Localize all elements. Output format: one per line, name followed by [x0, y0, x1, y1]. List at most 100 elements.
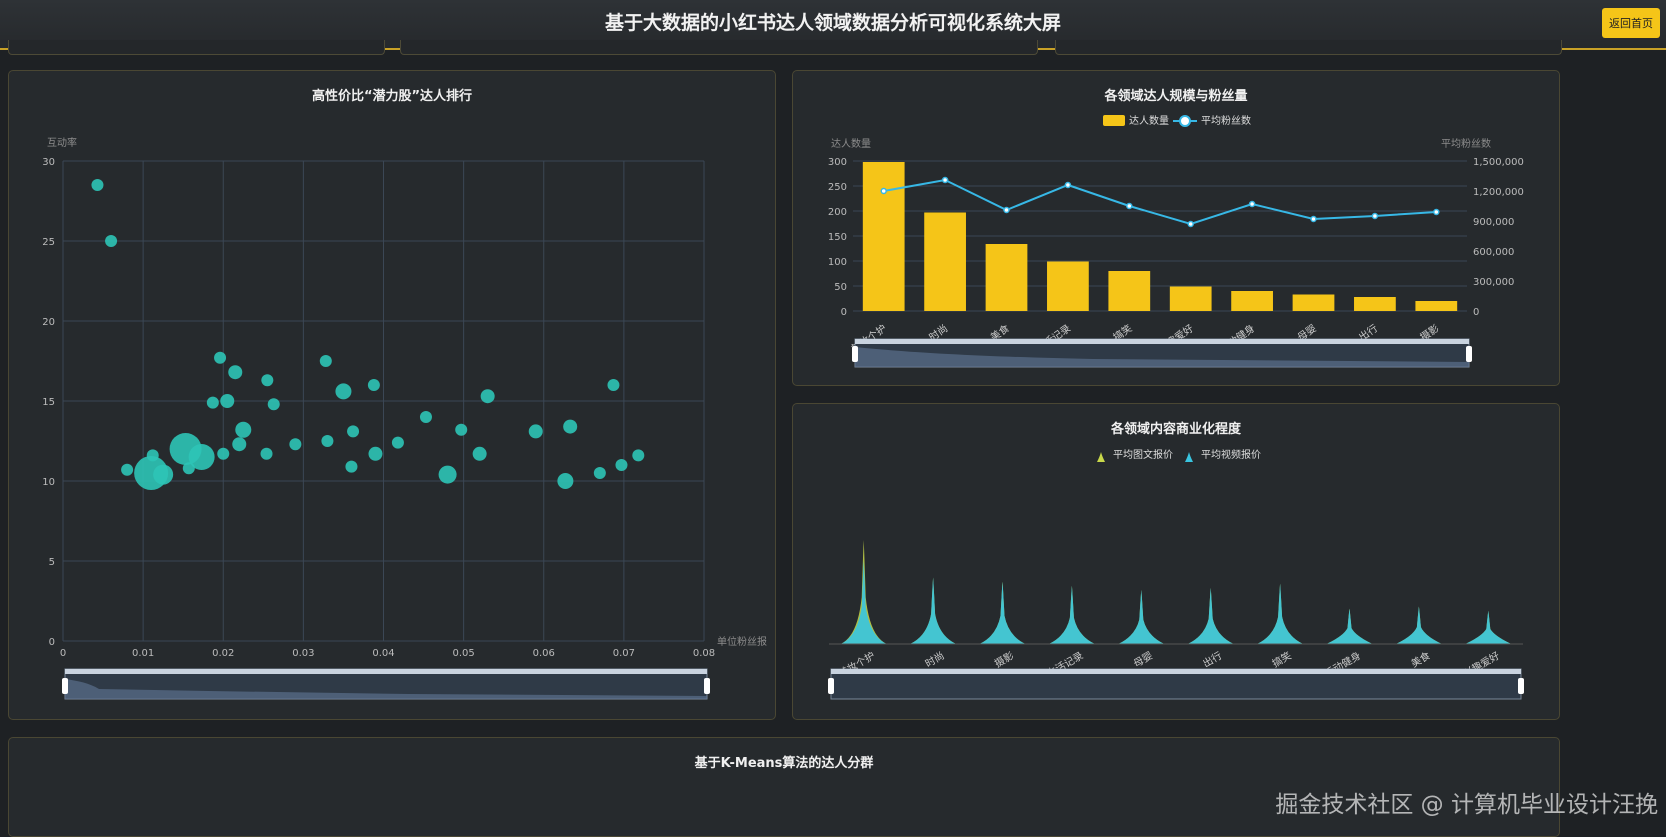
- bar-zoom-handle-left: [852, 346, 858, 362]
- scatter-x-tick: 0.05: [452, 648, 474, 659]
- bar-y-right-tick: 1,200,000: [1473, 187, 1524, 198]
- bar-y-right-tick: 1,500,000: [1473, 157, 1524, 168]
- scatter-point: [91, 179, 104, 191]
- home-button[interactable]: 返回首页: [1602, 8, 1660, 38]
- scatter-point: [220, 394, 235, 408]
- bar-y-left-tick: 100: [828, 257, 847, 268]
- scatter-point: [232, 437, 247, 452]
- cone-video-price: [910, 577, 957, 644]
- scatter-x-tick: 0.04: [372, 648, 394, 659]
- watermark: 掘金技术社区 @ 计算机毕业设计汪挽: [1275, 792, 1658, 818]
- scatter-point: [367, 379, 380, 391]
- avg-fans-point: [1310, 215, 1317, 223]
- bar: [924, 212, 966, 311]
- scatter-point: [557, 473, 574, 489]
- scatter-point: [188, 444, 215, 470]
- scatter-x-tick: 0.02: [212, 648, 234, 659]
- cone-video-price: [1187, 587, 1234, 644]
- scatter-point: [260, 447, 273, 460]
- bar: [1108, 271, 1151, 311]
- scatter-point: [347, 425, 360, 438]
- bar-zoom-bar: [855, 339, 1469, 344]
- bar-y-left-tick: 250: [828, 182, 847, 193]
- cone-video-price: [1257, 583, 1304, 644]
- cone-legend-icon-2: [1185, 452, 1193, 462]
- scatter-point: [419, 411, 432, 423]
- scatter-point: [321, 435, 334, 447]
- bar: [1231, 291, 1273, 311]
- scatter-point: [261, 374, 274, 387]
- bar-y-left-tick: 0: [841, 307, 847, 318]
- avg-fans-point: [941, 176, 949, 184]
- scatter-x-tick: 0.06: [533, 648, 555, 659]
- avg-fans-line: [883, 178, 1437, 226]
- bar-panel-title: 各领域达人规模与粉丝量: [1104, 89, 1248, 104]
- scatter-panel-title: 高性价比“潜力股”达人排行: [311, 89, 473, 104]
- cone-x-tick: 出行: [1200, 649, 1224, 670]
- avg-fans-point: [1187, 220, 1194, 228]
- bar: [862, 162, 905, 311]
- cone-video-price: [979, 581, 1026, 644]
- scatter-y-tick: 0: [49, 637, 55, 648]
- bar-zoom-handle-right: [1466, 346, 1472, 362]
- scatter-point: [335, 383, 352, 400]
- scatter-zoom-bar: [65, 669, 707, 674]
- scatter-point: [528, 424, 543, 439]
- cone-video-price: [1326, 608, 1373, 644]
- top-card-right: [1055, 40, 1562, 55]
- scatter-point: [105, 235, 118, 247]
- cone-x-tick: 母婴: [1131, 650, 1154, 670]
- cone-panel-title: 各领域内容商业化程度: [1110, 422, 1241, 437]
- scatter-point: [368, 446, 383, 461]
- bar-panel: 各领域达人规模与粉丝量 达人数量 平均粉丝数 达人数量 平均粉丝数 0 50 100 150 2…: [792, 70, 1560, 386]
- scatter-point: [607, 379, 620, 391]
- scatter-x-tick: 0.03: [292, 648, 314, 659]
- cone-zoom-handle-right: [1518, 678, 1524, 694]
- avg-fans-point: [1003, 206, 1010, 214]
- bar-zoom-preview: [855, 347, 1469, 367]
- line-legend-label: 平均粉丝数: [1201, 114, 1251, 127]
- top-card-left: [8, 40, 385, 55]
- scatter-point: [480, 389, 495, 404]
- bar-y-right-tick: 300,000: [1473, 277, 1514, 288]
- scatter-panel: 高性价比“潜力股”达人排行 0 0.01 0.02 0.03 0.04 0.05 0.06 0…: [8, 70, 776, 720]
- scatter-y-axis-label: 互动率: [47, 136, 77, 149]
- scatter-y-tick: 15: [42, 397, 55, 408]
- cone-legend-label-2: 平均视频报价: [1201, 448, 1261, 461]
- scatter-zoom-preview: [65, 679, 707, 699]
- cone-x-tick: 搞笑: [1270, 649, 1294, 670]
- cone-legend-label-1: 平均图文报价: [1113, 448, 1173, 461]
- scatter-point: [228, 365, 243, 380]
- scatter-x-tick: 0: [60, 648, 66, 659]
- bar-legend-swatch: [1103, 115, 1125, 126]
- scatter-point: [438, 465, 457, 484]
- bar-y-left-tick: 150: [828, 232, 847, 243]
- scatter-zoom-handle-right: [704, 678, 710, 694]
- scatter-y-tick: 10: [42, 477, 55, 488]
- scatter-point: [472, 446, 487, 461]
- avg-fans-point: [1371, 212, 1379, 220]
- avg-fans-point: [1248, 200, 1256, 208]
- scatter-point: [593, 467, 606, 479]
- bar-y-left-tick: 50: [834, 282, 847, 293]
- scatter-y-tick: 30: [42, 157, 55, 168]
- bar: [1415, 301, 1458, 311]
- scatter-y-tick: 5: [49, 557, 55, 568]
- bar: [1292, 294, 1335, 311]
- bar: [1047, 261, 1089, 311]
- avg-fans-point: [880, 187, 887, 195]
- avg-fans-point: [1064, 181, 1072, 189]
- scatter-chart[interactable]: 0 0.01 0.02 0.03 0.04 0.05 0.06 0.07 0.08 0 5 10 15 2…: [9, 71, 775, 719]
- bar: [1354, 297, 1396, 311]
- top-card-middle: [400, 40, 1038, 55]
- scatter-y-tick: 20: [42, 317, 55, 328]
- scatter-zoom-handle-left: [62, 678, 68, 694]
- scatter-x-tick: 0.01: [132, 648, 154, 659]
- scatter-y-tick: 25: [42, 237, 55, 248]
- bar: [1169, 286, 1212, 311]
- bar-y-right-tick: 600,000: [1473, 247, 1514, 258]
- bar-y-left-tick: 300: [828, 157, 847, 168]
- scatter-point: [146, 449, 159, 462]
